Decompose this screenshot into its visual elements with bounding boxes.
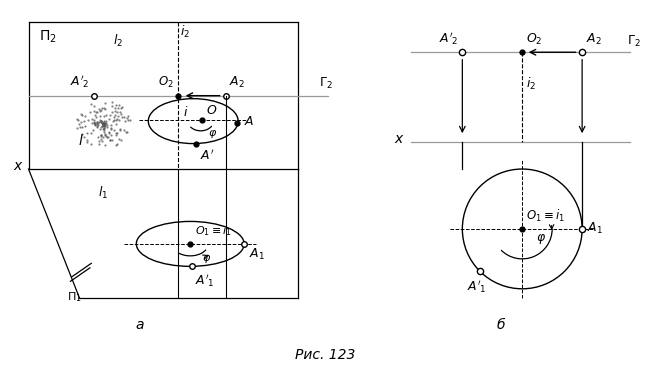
Text: $O_1 \equiv i_1$: $O_1 \equiv i_1$ bbox=[526, 208, 565, 224]
Text: $l_2$: $l_2$ bbox=[113, 33, 124, 49]
Text: $\varphi$: $\varphi$ bbox=[202, 254, 211, 265]
Text: $i_2$: $i_2$ bbox=[526, 76, 536, 92]
Text: $A_1$: $A_1$ bbox=[249, 247, 264, 262]
Text: $\varphi$: $\varphi$ bbox=[208, 128, 217, 140]
Text: $\Gamma_2$: $\Gamma_2$ bbox=[627, 34, 641, 49]
Text: Рис. 123: Рис. 123 bbox=[296, 348, 355, 362]
Text: $A'_1$: $A'_1$ bbox=[467, 279, 487, 295]
Text: $l_1$: $l_1$ bbox=[98, 185, 109, 201]
Text: $A$: $A$ bbox=[244, 115, 255, 128]
Text: $\varphi$: $\varphi$ bbox=[536, 232, 546, 246]
Text: $l$: $l$ bbox=[78, 133, 84, 148]
Text: $\Gamma_2$: $\Gamma_2$ bbox=[319, 76, 333, 91]
Text: $A_2$: $A_2$ bbox=[229, 75, 245, 90]
Text: $O$: $O$ bbox=[206, 104, 217, 117]
Text: $\Pi_1$: $\Pi_1$ bbox=[68, 290, 82, 304]
Text: $O_2$: $O_2$ bbox=[526, 32, 542, 47]
Text: $O_1 \equiv i_1$: $O_1 \equiv i_1$ bbox=[195, 224, 232, 238]
Text: $A'$: $A'$ bbox=[200, 149, 214, 164]
Text: $\Pi_2$: $\Pi_2$ bbox=[39, 28, 57, 45]
Text: $A_1$: $A_1$ bbox=[587, 221, 603, 236]
Text: x: x bbox=[395, 132, 402, 146]
Text: $i_2$: $i_2$ bbox=[180, 24, 190, 40]
Text: $A_2$: $A_2$ bbox=[586, 32, 602, 47]
Text: x: x bbox=[14, 159, 21, 173]
Text: $A'_2$: $A'_2$ bbox=[70, 73, 90, 90]
Text: $A'_1$: $A'_1$ bbox=[195, 272, 215, 289]
Text: $i$: $i$ bbox=[183, 105, 188, 119]
Text: б: б bbox=[497, 318, 506, 332]
Text: а: а bbox=[135, 318, 144, 332]
Text: $O_2$: $O_2$ bbox=[158, 75, 174, 90]
Text: $A'_2$: $A'_2$ bbox=[439, 30, 459, 47]
